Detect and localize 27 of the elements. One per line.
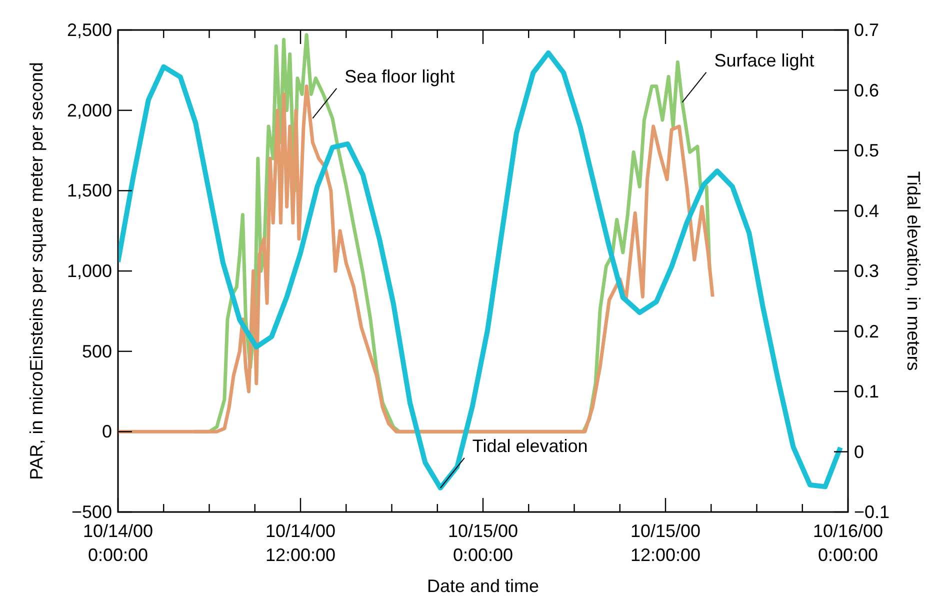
y-tick-label: 2,500 (66, 20, 112, 40)
y-tick-label: 2,000 (66, 100, 112, 120)
x-tick-label: 10/15/00 12:00:00 (630, 521, 701, 565)
x-tick-label: 10/16/00 0:00:00 (812, 521, 884, 565)
annotation: Tidal elevation (472, 436, 588, 456)
y2-tick-label: 0.3 (854, 261, 880, 281)
y-tick-label: 1,000 (66, 261, 112, 281)
y-tick-label: 500 (82, 341, 112, 362)
y2-tick-label: 0.6 (854, 80, 880, 100)
y2-tick-label: 0.5 (854, 140, 880, 160)
x-axis-title: Date and time (426, 576, 540, 596)
y-tick-label: 0 (102, 422, 112, 442)
y2-tick-label: 0.2 (854, 321, 880, 342)
y-tick-label: −500 (71, 502, 112, 522)
y2-tick-label: 0.4 (854, 200, 880, 221)
y-tick-label: 1,500 (66, 180, 112, 201)
annotation: Surface light (714, 50, 814, 70)
x-tick-label: 10/15/00 0:00:00 (448, 521, 518, 565)
y2-tick-label: 0 (854, 442, 864, 462)
y2-axis-title: Tidal elevation, in meters (904, 171, 924, 371)
y-axis-title: PAR, in microEinsteins per square meter per second (26, 62, 46, 480)
y2-tick-label: 0.7 (854, 20, 880, 40)
y2-tick-label: 0.1 (854, 382, 880, 402)
annotation: Sea floor light (344, 66, 455, 86)
x-tick-label: 10/14/00 0:00:00 (82, 521, 154, 565)
x-tick-label: 10/14/00 12:00:00 (265, 521, 336, 565)
y2-tick-label: −0.1 (854, 502, 890, 522)
